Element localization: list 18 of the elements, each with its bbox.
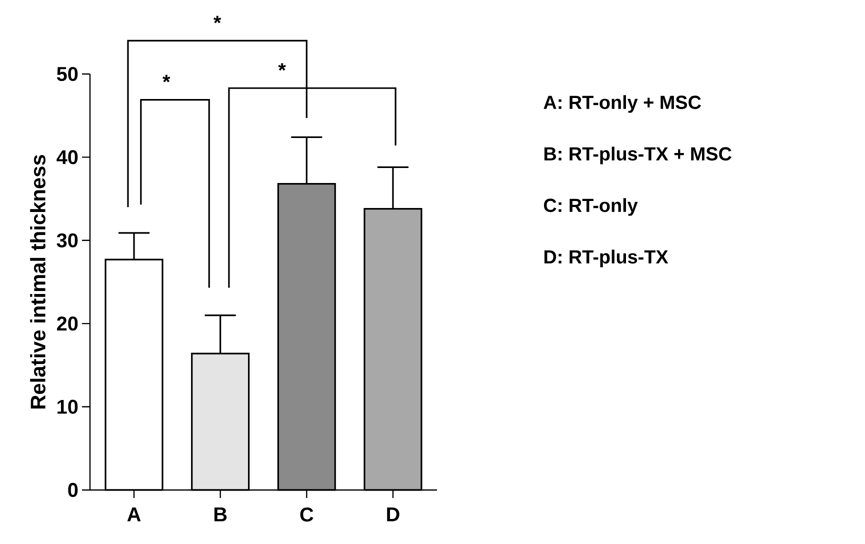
text: D: RT-plus-TX [544,250,668,268]
x-tick-label: B [214,508,227,522]
annotation: * [162,74,170,82]
y-axis-title: Relative intimal thickness [30,154,46,408]
x-tick-label: A [127,508,141,522]
text: A: RT-only + MSC [544,95,701,113]
y-tick-label: 10 [58,400,78,414]
x-tick-label: D [387,508,400,522]
y-tick-label: 50 [56,66,78,82]
text: C: RT-only [544,198,638,216]
y-tick-label: 30 [56,233,78,248]
text: * [278,63,286,71]
y-tick-label: 0 [68,482,78,498]
y-tick-label: 40 [56,150,78,164]
text: B: RT-plus-TX + MSC [544,146,732,164]
y-tick-label: 20 [56,316,78,331]
text: * [213,16,222,24]
x-tick-label: C [300,508,314,522]
